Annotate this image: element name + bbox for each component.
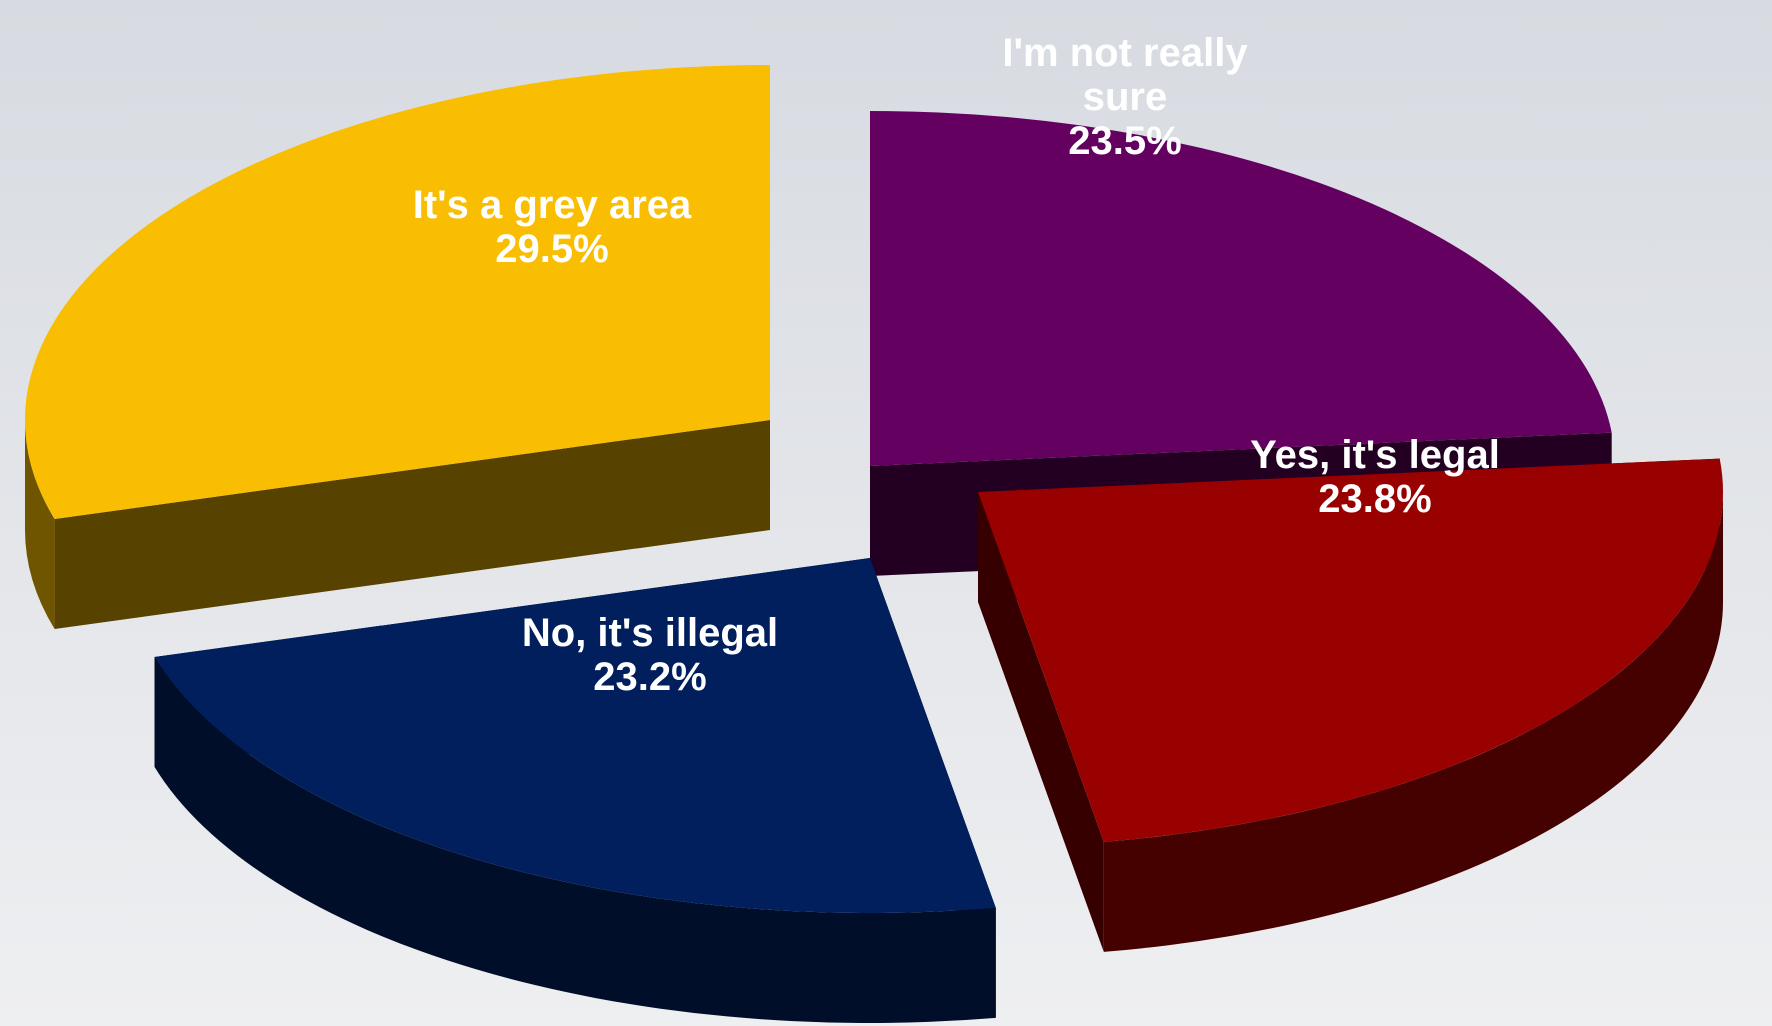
slice-2-value-label: 23.8% <box>1318 477 1431 521</box>
slice-3-outer-wall <box>154 657 996 1023</box>
slice-1-category-label: I'm not really <box>1002 31 1248 75</box>
slice-2-outer-wall <box>1103 492 1724 952</box>
slice-1-category-label: sure <box>1083 75 1168 119</box>
pie-slice-3 <box>154 558 996 913</box>
slice-1-value-label: 23.5% <box>1068 119 1181 163</box>
slice-4-category-label: It's a grey area <box>413 183 692 227</box>
pie-slice-2 <box>978 458 1723 842</box>
pie-slice-1 <box>870 111 1612 466</box>
slice-3-category-label: No, it's illegal <box>522 611 778 655</box>
slice-tops <box>24 65 1723 913</box>
slice-4-radial-side-1 <box>54 420 771 630</box>
slice-4-value-label: 29.5% <box>495 227 608 271</box>
pie-slice-4 <box>24 65 771 520</box>
slice-3-value-label: 23.2% <box>593 655 706 699</box>
slice-2-category-label: Yes, it's legal <box>1250 433 1500 477</box>
slice-4-outer-wall <box>25 420 55 630</box>
slice-2-radial-side-2 <box>978 492 1104 952</box>
